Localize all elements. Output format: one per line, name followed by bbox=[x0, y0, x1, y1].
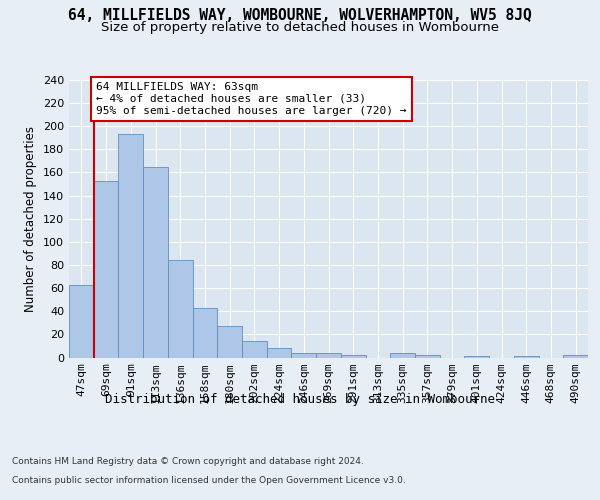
Y-axis label: Number of detached properties: Number of detached properties bbox=[25, 126, 37, 312]
Bar bbox=[316, 353, 341, 358]
Bar bbox=[341, 355, 365, 358]
Bar bbox=[415, 355, 440, 358]
Bar bbox=[118, 134, 143, 358]
Text: 64, MILLFIELDS WAY, WOMBOURNE, WOLVERHAMPTON, WV5 8JQ: 64, MILLFIELDS WAY, WOMBOURNE, WOLVERHAM… bbox=[68, 8, 532, 22]
Text: Size of property relative to detached houses in Wombourne: Size of property relative to detached ho… bbox=[101, 21, 499, 34]
Text: 64 MILLFIELDS WAY: 63sqm
← 4% of detached houses are smaller (33)
95% of semi-de: 64 MILLFIELDS WAY: 63sqm ← 4% of detache… bbox=[96, 82, 407, 116]
Text: Contains HM Land Registry data © Crown copyright and database right 2024.: Contains HM Land Registry data © Crown c… bbox=[12, 458, 364, 466]
Bar bbox=[267, 348, 292, 358]
Bar bbox=[69, 284, 94, 358]
Bar bbox=[514, 356, 539, 358]
Bar bbox=[292, 353, 316, 358]
Bar bbox=[143, 166, 168, 358]
Bar bbox=[563, 355, 588, 358]
Bar bbox=[242, 342, 267, 357]
Bar bbox=[217, 326, 242, 358]
Text: Distribution of detached houses by size in Wombourne: Distribution of detached houses by size … bbox=[105, 392, 495, 406]
Bar bbox=[193, 308, 217, 358]
Bar bbox=[464, 356, 489, 358]
Text: Contains public sector information licensed under the Open Government Licence v3: Contains public sector information licen… bbox=[12, 476, 406, 485]
Bar bbox=[390, 353, 415, 358]
Bar bbox=[168, 260, 193, 358]
Bar bbox=[94, 180, 118, 358]
